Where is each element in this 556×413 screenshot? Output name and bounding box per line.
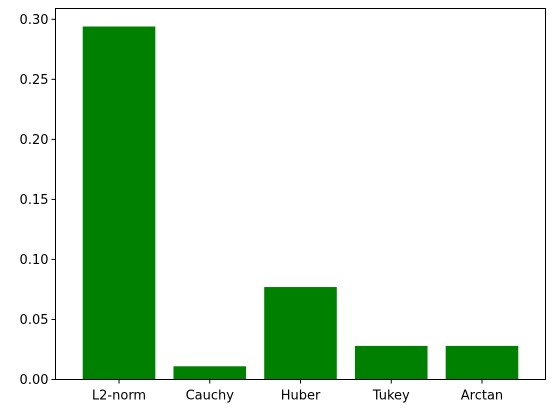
y-axis: 0.00 0.05 0.10 0.15 0.20 0.25 0.30 [20,13,56,388]
y-tick-label: 0.10 [20,253,49,268]
bar-tukey [354,345,428,380]
y-tick-label: 0.05 [20,313,49,328]
y-tick-label: 0.30 [20,13,49,28]
y-tick-label: 0.25 [20,73,49,88]
y-tick-label: 0.20 [20,133,49,148]
plot-frame [55,8,546,380]
bar-cauchy [173,366,247,380]
bar-l2-norm [82,26,156,380]
bars-group [82,26,519,380]
x-tick-label: Arctan [461,389,503,404]
y-tick-label: 0.15 [20,193,49,208]
x-tick-label: L2-norm [92,389,146,404]
bar-huber [264,287,337,380]
x-tick-label: Cauchy [186,389,235,404]
bar-arctan [445,345,519,380]
y-tick-label: 0.00 [20,373,49,388]
x-axis: L2-norm Cauchy Huber Tukey Arctan [92,379,503,404]
x-tick-label: Tukey [372,389,410,404]
x-tick-label: Huber [281,389,321,404]
